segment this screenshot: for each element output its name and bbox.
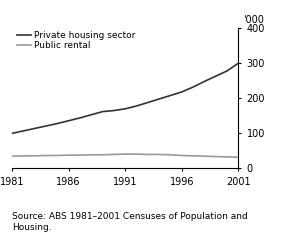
Line: Public rental: Public rental [12, 154, 238, 157]
Private housing sector [33, 127, 36, 130]
Private housing sector [21, 129, 25, 132]
Private housing sector [10, 132, 14, 135]
Public rental [67, 154, 70, 157]
Text: '000: '000 [243, 15, 264, 25]
Private housing sector [237, 62, 240, 65]
Public rental [214, 155, 218, 158]
Private housing sector [180, 91, 184, 93]
Public rental [21, 154, 25, 157]
Private housing sector [101, 110, 104, 113]
Public rental [10, 155, 14, 158]
Public rental [157, 153, 161, 156]
Private housing sector [44, 124, 48, 127]
Public rental [135, 153, 138, 155]
Line: Private housing sector: Private housing sector [12, 63, 238, 133]
Private housing sector [55, 122, 59, 125]
Public rental [146, 153, 150, 156]
Public rental [55, 154, 59, 157]
Public rental [225, 155, 229, 158]
Text: Source: ABS 1981–2001 Censuses of Population and
Housing.: Source: ABS 1981–2001 Censuses of Popula… [12, 212, 248, 232]
Private housing sector [135, 105, 138, 107]
Public rental [33, 154, 36, 157]
Private housing sector [146, 101, 150, 104]
Private housing sector [203, 80, 206, 83]
Public rental [191, 154, 195, 157]
Private housing sector [191, 86, 195, 88]
Public rental [44, 154, 48, 157]
Private housing sector [169, 94, 172, 97]
Private housing sector [225, 69, 229, 72]
Public rental [89, 154, 93, 156]
Legend: Private housing sector, Public rental: Private housing sector, Public rental [16, 30, 137, 51]
Public rental [180, 154, 184, 157]
Private housing sector [157, 98, 161, 100]
Public rental [169, 154, 172, 156]
Private housing sector [89, 113, 93, 116]
Private housing sector [112, 109, 116, 112]
Public rental [101, 154, 104, 156]
Public rental [123, 153, 127, 155]
Private housing sector [123, 107, 127, 110]
Public rental [78, 154, 82, 157]
Public rental [237, 156, 240, 159]
Public rental [203, 155, 206, 158]
Public rental [112, 153, 116, 156]
Private housing sector [78, 117, 82, 119]
Private housing sector [67, 119, 70, 122]
Private housing sector [214, 75, 218, 78]
